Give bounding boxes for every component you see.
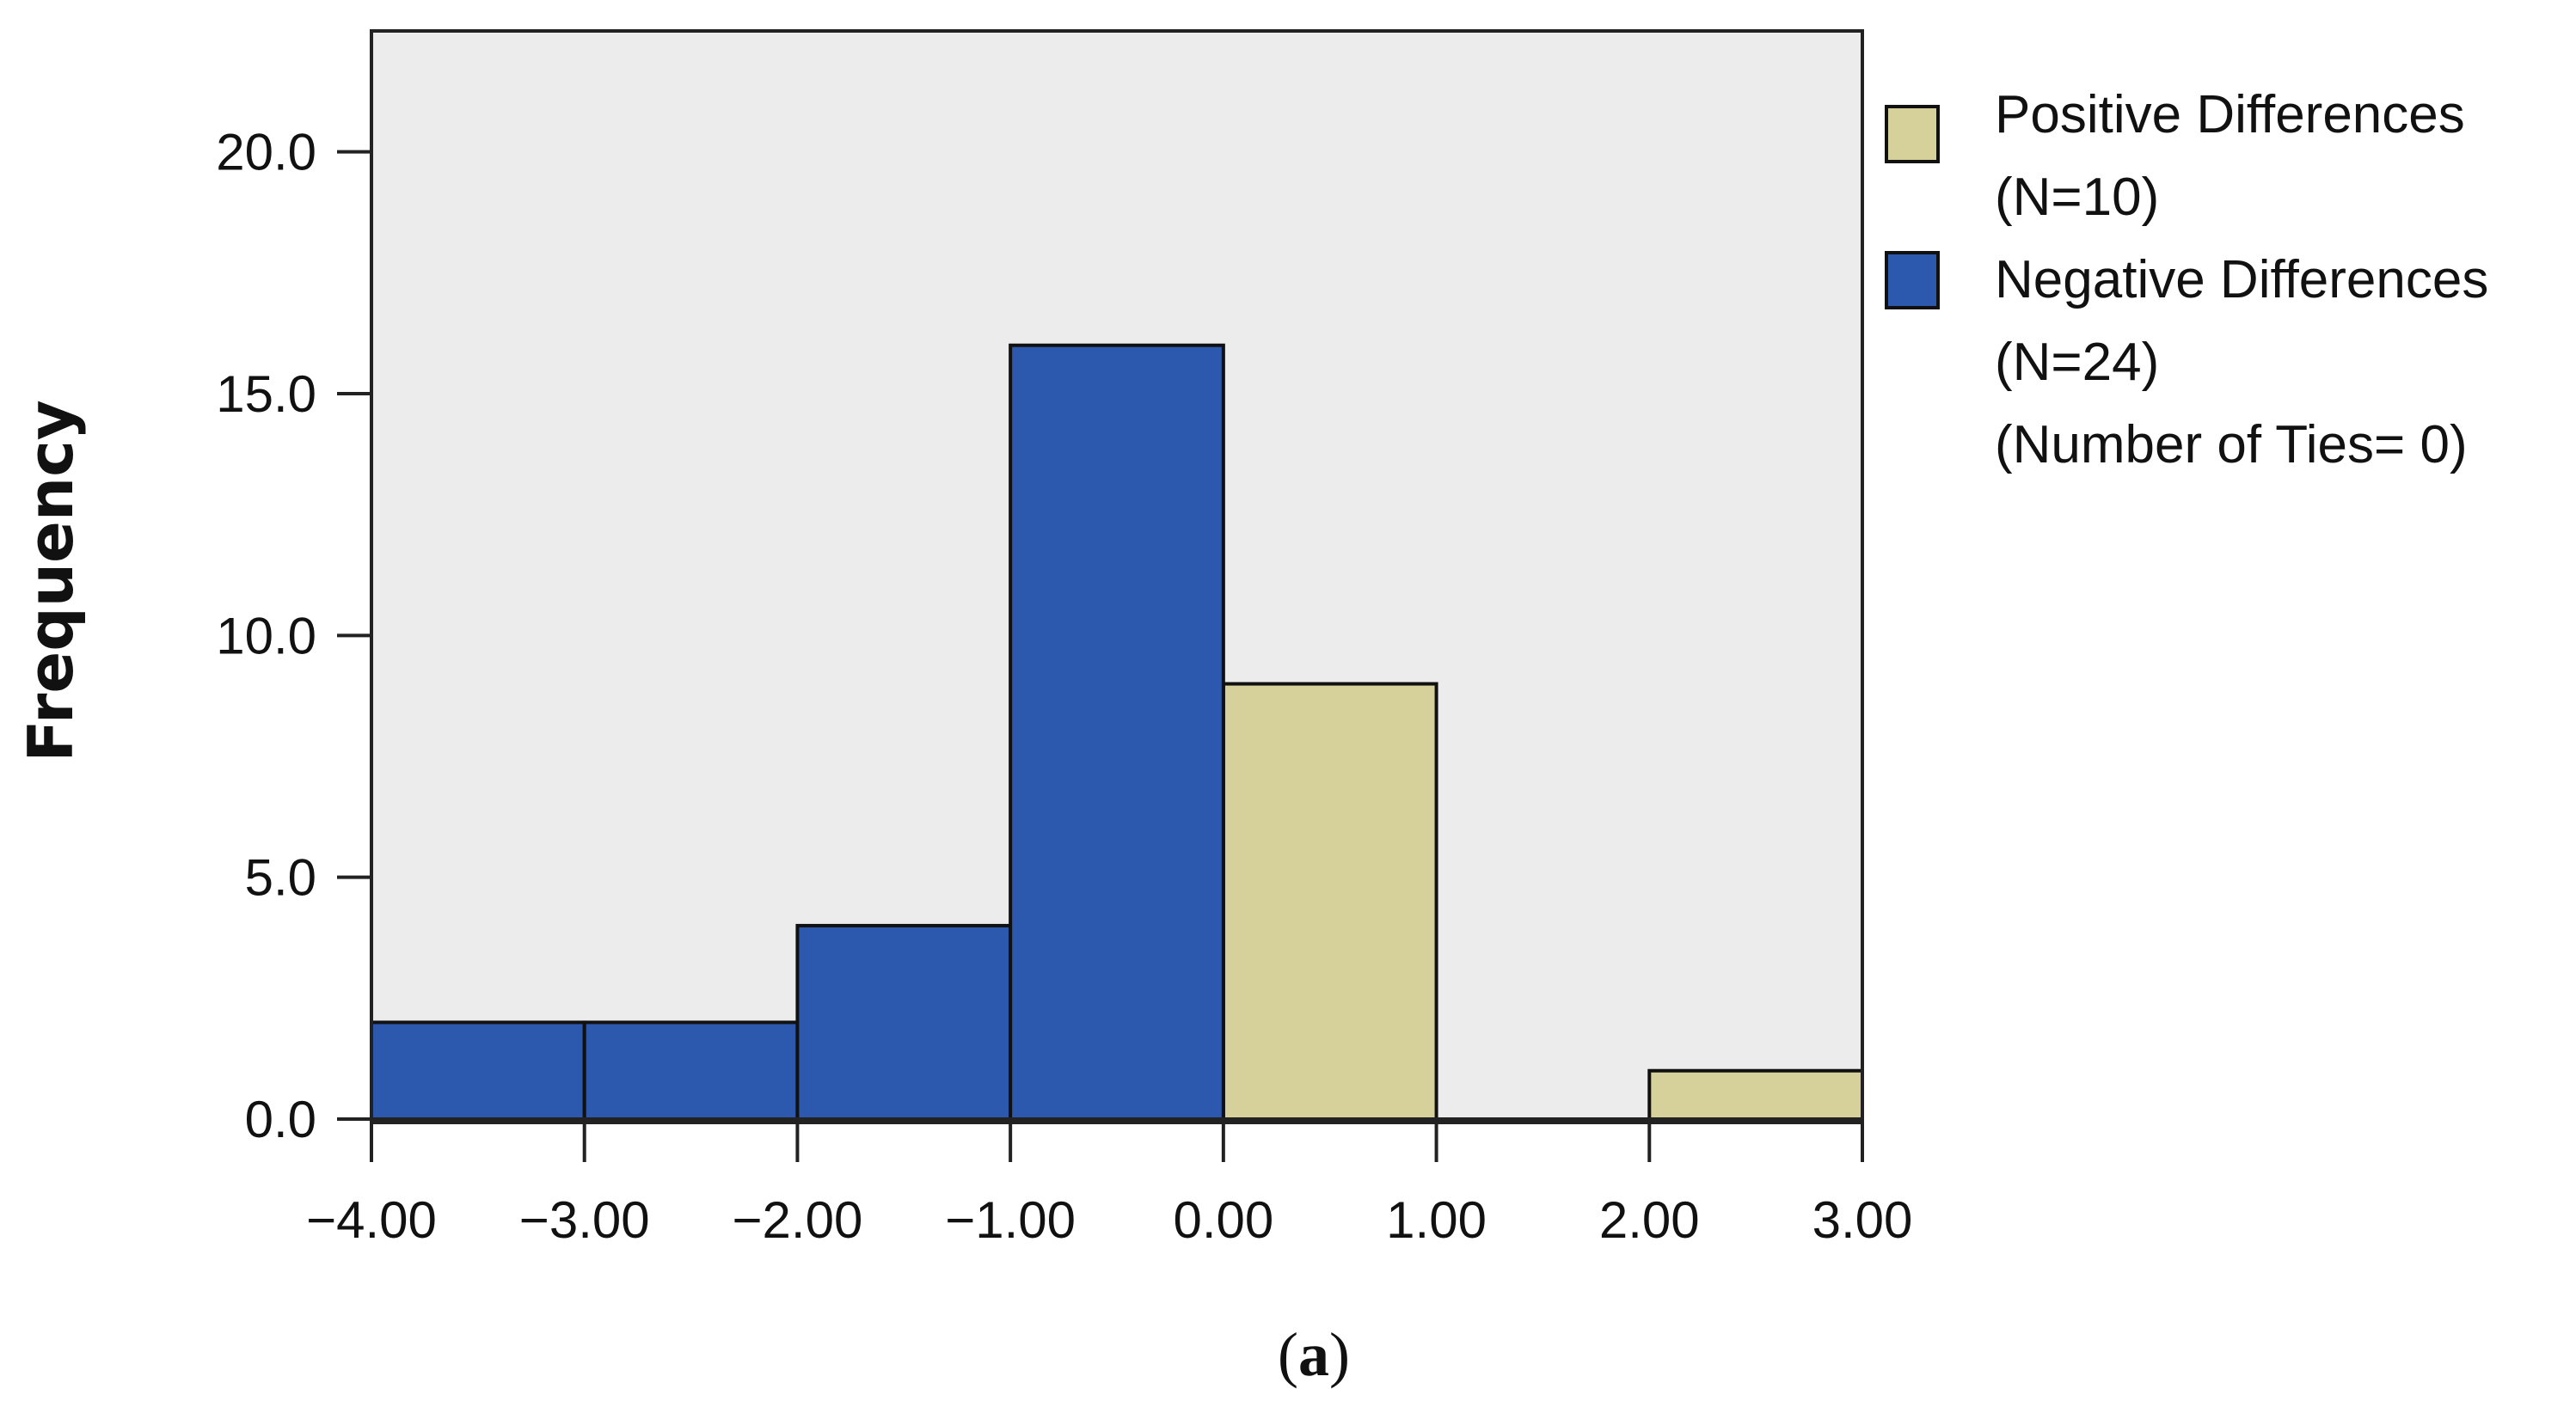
histogram-bar <box>582 1020 800 1122</box>
legend-label: (N=10) <box>1995 168 2159 227</box>
histogram-bar <box>795 923 1013 1122</box>
legend-swatch <box>1885 105 1940 163</box>
x-tick-label: 2.00 <box>1599 1191 1700 1249</box>
y-axis: 0.0 5.0 10.0 15.0 20.0 <box>216 124 371 1148</box>
histogram-bar <box>1647 1068 1865 1121</box>
figure-caption: (a) <box>1278 1320 1350 1389</box>
legend-ties-note: (Number of Ties= 0) <box>1995 415 2468 474</box>
x-tick-label: −2.00 <box>733 1191 863 1249</box>
x-tick-label: 1.00 <box>1386 1191 1487 1249</box>
x-tick-label: 3.00 <box>1812 1191 1913 1249</box>
x-axis: −4.00 −3.00 −2.00 −1.00 0.00 1.00 2.00 3.00 <box>306 1123 1912 1249</box>
histogram-bar <box>1221 682 1438 1121</box>
caption-letter: a <box>1298 1320 1329 1389</box>
y-tick-label: 10.0 <box>216 607 316 664</box>
y-axis-title: Frequency <box>15 400 87 762</box>
x-tick-label: −1.00 <box>945 1191 1076 1249</box>
legend-label: (N=24) <box>1995 333 2159 392</box>
y-tick-label: 15.0 <box>216 365 316 423</box>
x-tick-label: −4.00 <box>306 1191 437 1249</box>
y-tick-label: 20.0 <box>216 124 316 181</box>
legend-swatch <box>1885 251 1940 309</box>
x-tick-label: 0.00 <box>1173 1191 1273 1249</box>
legend-label: Negative Differences <box>1995 250 2488 309</box>
x-tick-label: −3.00 <box>519 1191 650 1249</box>
plot-frame <box>370 29 1864 1124</box>
histogram-bar <box>1009 343 1225 1121</box>
y-tick-label: 5.0 <box>245 849 316 907</box>
bars-group <box>370 343 1865 1122</box>
legend: Positive Differences (N=10) Negative Diffe… <box>1885 85 2488 474</box>
legend-label: Positive Differences <box>1995 85 2465 144</box>
histogram-bar <box>370 1020 586 1122</box>
y-tick-label: 0.0 <box>245 1091 316 1148</box>
